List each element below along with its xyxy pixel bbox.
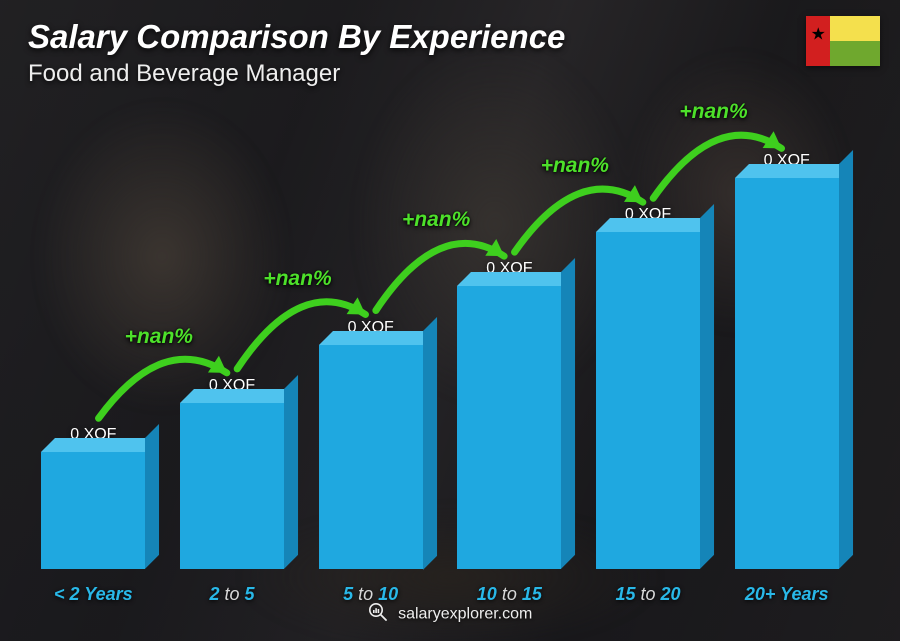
change-arrow bbox=[30, 120, 850, 569]
flag-star-icon: ★ bbox=[811, 25, 826, 42]
header: Salary Comparison By Experience Food and… bbox=[28, 18, 565, 88]
logo-icon bbox=[368, 602, 388, 627]
footer: salaryexplorer.com bbox=[0, 602, 900, 627]
flag-red-stripe: ★ bbox=[806, 16, 830, 41]
change-label: +nan% bbox=[679, 100, 747, 124]
flag-green-stripe bbox=[830, 41, 880, 66]
flag-red-stripe-bottom bbox=[806, 41, 830, 66]
flag-yellow-stripe bbox=[830, 16, 880, 41]
country-flag: ★ bbox=[806, 16, 880, 66]
chart-subtitle: Food and Beverage Manager bbox=[28, 60, 565, 88]
footer-text: salaryexplorer.com bbox=[398, 606, 532, 623]
bar-chart: 0 XOF< 2 Years0 XOF2 to 50 XOF5 to 100 X… bbox=[30, 120, 850, 569]
chart-title: Salary Comparison By Experience bbox=[28, 18, 565, 56]
